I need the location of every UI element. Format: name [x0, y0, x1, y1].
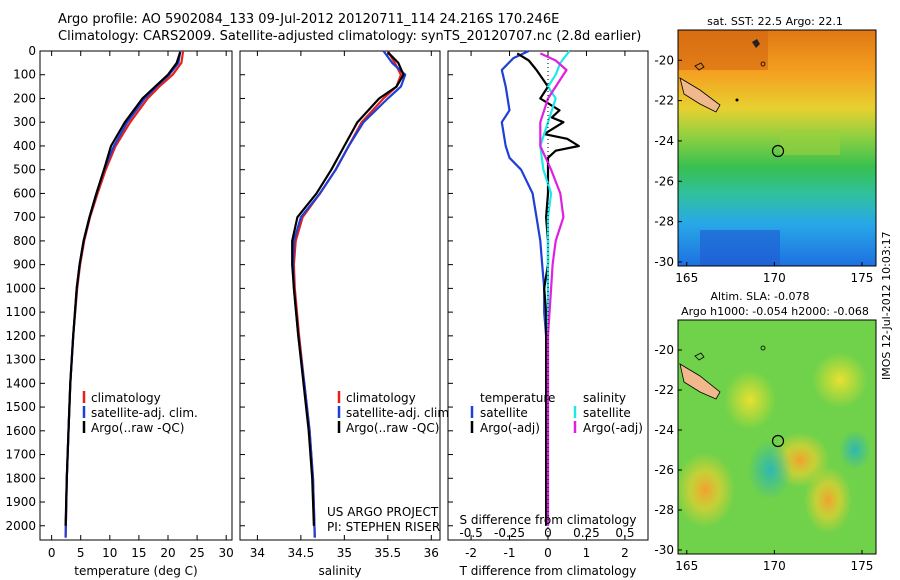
xtick-label: 20	[160, 546, 175, 560]
legend-header-temperature: temperature	[480, 391, 555, 405]
sst-map-xtick-label: 165	[675, 271, 698, 285]
xtick-top-label: 0.5	[615, 526, 634, 540]
legend-label: climatology	[91, 391, 161, 405]
sst-map-ytick-label: -24	[654, 134, 674, 148]
ytick-label: 2000	[5, 519, 36, 533]
xtick-label: 1	[583, 546, 591, 560]
argo-location-marker-sst	[771, 144, 785, 158]
xaxis-label: salinity	[318, 564, 361, 578]
series-line-argo-raw-qc-	[64, 51, 182, 526]
credit-line2: PI: STEPHEN RISER	[327, 520, 440, 534]
sst-map-ytick-label: -26	[654, 174, 674, 188]
sla-map-xtick-label: 175	[851, 559, 874, 573]
legend-label: satellite-adj. clim.	[346, 406, 453, 420]
xtick-label: 34.5	[288, 546, 315, 560]
xtick-label: 0	[544, 546, 552, 560]
xtick-top-label: -0.25	[494, 526, 525, 540]
ytick-label: 1600	[5, 424, 36, 438]
legend-label: climatology	[346, 391, 416, 405]
ytick-label: 900	[13, 258, 36, 272]
sst-map-field	[678, 30, 876, 266]
ytick-label: 800	[13, 234, 36, 248]
figure-title-line1: Argo profile: AO 5902084_133 09-Jul-2012…	[58, 12, 560, 27]
ytick-label: 1900	[5, 495, 36, 509]
ytick-label: 1300	[5, 353, 36, 367]
xtick-label: 35	[337, 546, 352, 560]
xtick-label: 5	[77, 546, 85, 560]
xtick-label: 0	[48, 546, 56, 560]
sst-map-xtick-label: 170	[763, 271, 786, 285]
ytick-label: 400	[13, 139, 36, 153]
series-line-argo-raw-qc-	[291, 51, 405, 526]
sla-map-title-line1: Altim. SLA: -0.078	[710, 290, 809, 303]
panel-differences: -2 -1 0 1 2 T difference from climatology -0.5…	[447, 50, 649, 578]
xtick-label: 35.5	[374, 546, 401, 560]
panel-salinity: 34 34.5 35 35.5 36 salinity climatologysatelli…	[239, 50, 453, 578]
argo-location-marker-sla	[771, 434, 785, 448]
sst-map-title: sat. SST: 22.5 Argo: 22.1	[707, 15, 843, 28]
ytick-label: 1700	[5, 448, 36, 462]
legend-label: Argo(-adj)	[583, 421, 643, 435]
sla-map-ytick-label: -30	[654, 543, 674, 557]
panel-frame-salinity	[239, 50, 441, 541]
sst-map-ytick-label: -28	[654, 215, 674, 229]
xtick-label: -1	[504, 546, 516, 560]
credit-line1: US ARGO PROJECT	[327, 505, 439, 519]
xtick-label: 36	[424, 546, 439, 560]
sla-map-ytick-label: -22	[654, 383, 674, 397]
xtick-top-label: -0.5	[459, 526, 482, 540]
legend-label: satellite	[583, 406, 631, 420]
legend-label: satellite-adj. clim.	[91, 406, 198, 420]
legend-label: satellite	[480, 406, 528, 420]
ytick-label: 700	[13, 210, 36, 224]
xtick-top-label: 0.25	[573, 526, 600, 540]
sst-map-xtick-label: 175	[851, 271, 874, 285]
ytick-label: 100	[13, 68, 36, 82]
sla-map-field	[678, 320, 876, 554]
sla-map-ytick-label: -24	[654, 423, 674, 437]
ytick-label: 0	[28, 44, 36, 58]
xtick-label: 15	[131, 546, 146, 560]
xtick-top-label: 0	[544, 526, 552, 540]
xtick-label: 34	[250, 546, 265, 560]
ytick-label: 1200	[5, 329, 36, 343]
legend-label: Argo(-adj)	[480, 421, 540, 435]
legend-label: Argo(..raw -QC)	[91, 421, 184, 435]
ytick-label: 500	[13, 163, 36, 177]
figure-title-line2: Climatology: CARS2009. Satellite-adjuste…	[58, 29, 642, 44]
xaxis-top-label: S difference from climatology	[460, 513, 637, 527]
panel-frame-temperature	[39, 50, 233, 541]
xtick-label: -2	[465, 546, 477, 560]
xtick-label: 2	[621, 546, 629, 560]
ytick-label: 600	[13, 186, 36, 200]
sst-map-ytick-label: -22	[654, 94, 674, 108]
ytick-label: 1100	[5, 305, 36, 319]
xaxis-label: T difference from climatology	[459, 564, 637, 578]
sla-map-xtick-label: 165	[675, 559, 698, 573]
xtick-label: 25	[189, 546, 204, 560]
ytick-label: 200	[13, 91, 36, 105]
panel-temperature: 0 5 10 15 20 25 30 temperature (deg C) 0 100 200 30…	[5, 44, 233, 578]
ytick-label: 1800	[5, 471, 36, 485]
sla-map-ytick-label: -20	[654, 343, 674, 357]
sst-map-ytick-label: -30	[654, 255, 674, 269]
ytick-label: 1400	[5, 376, 36, 390]
sla-map-title-line2: Argo h1000: -0.054 h2000: -0.068	[681, 305, 869, 318]
ytick-label: 1000	[5, 281, 36, 295]
sla-map-ytick-label: -28	[654, 503, 674, 517]
xaxis-label: temperature (deg C)	[74, 564, 197, 578]
legend-header-salinity: salinity	[583, 391, 626, 405]
legend-label: Argo(..raw -QC)	[346, 421, 439, 435]
ytick-label: 300	[13, 115, 36, 129]
xtick-label: 30	[219, 546, 234, 560]
sla-map-xtick-label: 170	[763, 559, 786, 573]
sst-map-ytick-label: -20	[654, 53, 674, 67]
ytick-label: 1500	[5, 400, 36, 414]
xtick-label: 10	[102, 546, 117, 560]
sla-map-ytick-label: -26	[654, 463, 674, 477]
series-line-temperature-argo-adj-	[516, 52, 580, 526]
